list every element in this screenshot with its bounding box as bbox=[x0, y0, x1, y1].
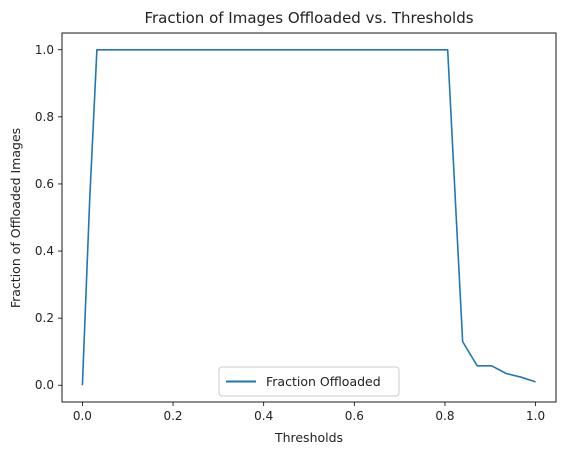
plot-frame bbox=[61, 32, 557, 403]
legend-box bbox=[218, 366, 400, 397]
x-tick-label: 0.2 bbox=[163, 409, 182, 423]
x-tick-label: 0.0 bbox=[73, 409, 92, 423]
y-tick-label: 1.0 bbox=[35, 43, 54, 57]
x-tick-label: 1.0 bbox=[526, 409, 545, 423]
x-axis-label: Thresholds bbox=[274, 430, 343, 445]
y-tick-label: 0.2 bbox=[35, 311, 54, 325]
y-axis: 0.0 0.2 0.4 0.6 0.8 1.0 bbox=[35, 43, 62, 392]
y-tick-label: 0.4 bbox=[35, 244, 54, 258]
x-tick-label: 0.8 bbox=[435, 409, 454, 423]
legend: Fraction Offloaded bbox=[218, 366, 400, 397]
x-tick-label: 0.4 bbox=[254, 409, 273, 423]
chart-title: Fraction of Images Offloaded vs. Thresho… bbox=[144, 9, 473, 27]
series-layer bbox=[81, 48, 536, 386]
y-tick-label: 0.0 bbox=[35, 378, 54, 392]
series-line bbox=[81, 48, 536, 386]
legend-label: Fraction Offloaded bbox=[266, 374, 381, 389]
y-tick-label: 0.8 bbox=[35, 110, 54, 124]
y-axis-label: Fraction of Offloaded Images bbox=[8, 128, 23, 308]
x-tick-label: 0.6 bbox=[345, 409, 364, 423]
y-tick-label: 0.6 bbox=[35, 177, 54, 191]
x-axis: 0.0 0.2 0.4 0.6 0.8 1.0 bbox=[73, 402, 545, 423]
plot-area bbox=[61, 32, 557, 403]
